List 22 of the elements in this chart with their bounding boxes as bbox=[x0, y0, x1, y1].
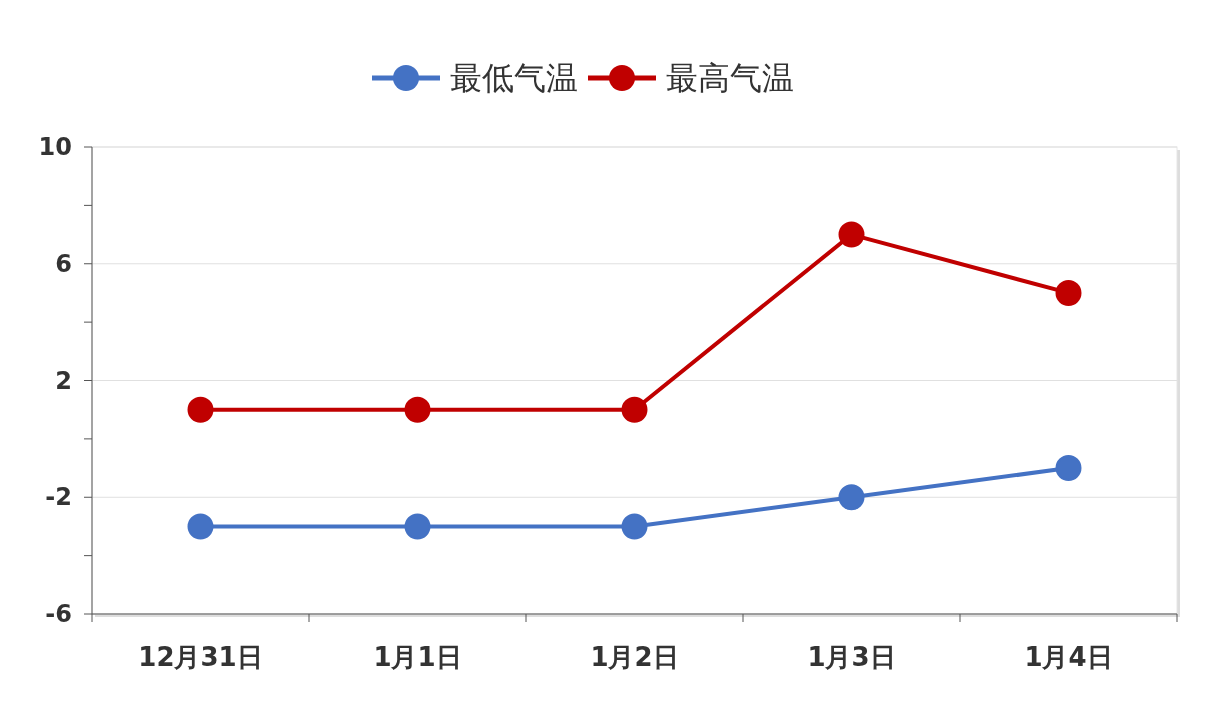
y-tick-label: 2 bbox=[55, 366, 72, 395]
point bbox=[621, 513, 648, 540]
point bbox=[1055, 455, 1082, 482]
y-tick-label: 6 bbox=[55, 249, 72, 278]
legend-label: 最低气温 bbox=[450, 59, 578, 97]
y-tick-label: 10 bbox=[38, 133, 72, 161]
point bbox=[838, 484, 865, 511]
point bbox=[404, 513, 431, 540]
point bbox=[1055, 279, 1082, 306]
point bbox=[621, 396, 648, 423]
x-tick-label: 1月4日 bbox=[1024, 642, 1113, 672]
y-tick-label: -2 bbox=[45, 483, 72, 512]
point bbox=[187, 513, 214, 540]
x-tick-label: 1月2日 bbox=[590, 642, 679, 672]
y-tick-label: -6 bbox=[45, 600, 72, 628]
x-tick-label: 12月31日 bbox=[138, 642, 263, 672]
point bbox=[838, 221, 865, 248]
point bbox=[404, 396, 431, 423]
x-tick-label: 1月3日 bbox=[807, 642, 896, 672]
legend-label: 最高气温 bbox=[666, 59, 794, 97]
point bbox=[187, 396, 214, 423]
x-tick-label: 1月1日 bbox=[373, 642, 462, 672]
